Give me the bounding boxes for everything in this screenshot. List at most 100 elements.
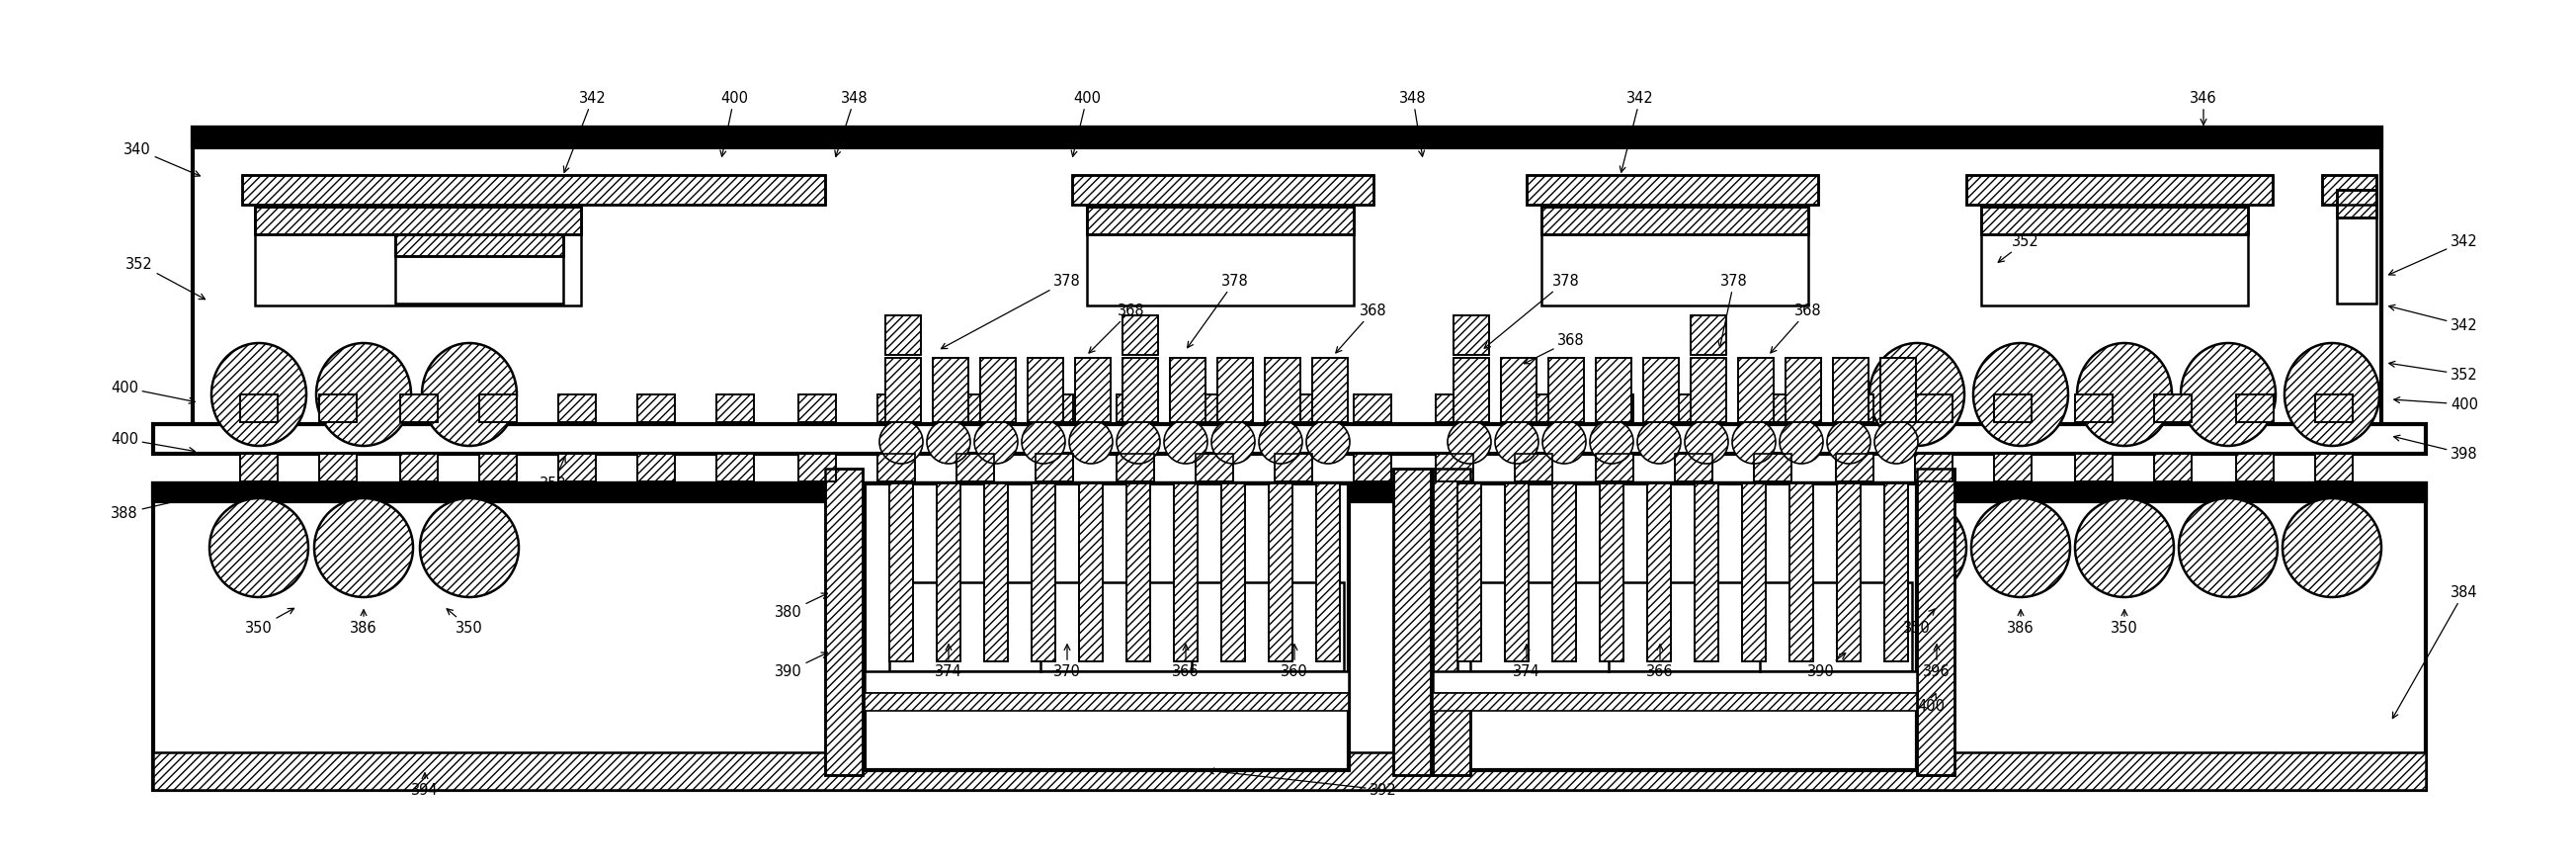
Bar (1837, 454, 1873, 482)
Bar (2076, 395, 2112, 423)
Text: 400: 400 (721, 91, 747, 157)
Bar (981, 358, 1015, 423)
Text: 374: 374 (935, 645, 963, 679)
Bar (889, 483, 912, 661)
Bar (716, 454, 755, 482)
Bar (394, 235, 564, 304)
Bar (933, 358, 969, 423)
Bar (1883, 483, 1909, 661)
Ellipse shape (878, 421, 922, 464)
Text: 378: 378 (1484, 274, 1579, 349)
Bar (1981, 207, 2249, 235)
Bar (399, 454, 438, 482)
Bar (1785, 358, 1821, 423)
Ellipse shape (1875, 421, 1919, 464)
Bar (1965, 176, 2272, 206)
Bar (1600, 483, 1623, 661)
Bar (1994, 395, 2032, 423)
Bar (1600, 483, 1623, 661)
Bar (878, 395, 914, 423)
Ellipse shape (1731, 421, 1775, 464)
Bar (1036, 395, 1074, 423)
Bar (1504, 483, 1528, 661)
Bar (1754, 454, 1790, 482)
Bar (559, 454, 595, 482)
Ellipse shape (1826, 421, 1870, 464)
Bar (1275, 454, 1311, 482)
Bar (799, 395, 837, 423)
Text: 396: 396 (1924, 645, 1950, 679)
Bar (1528, 176, 1819, 206)
Bar (1123, 358, 1159, 423)
Text: 340: 340 (124, 142, 201, 177)
Bar (956, 395, 994, 423)
Bar (1515, 454, 1553, 482)
Bar (1036, 395, 1074, 423)
Bar (1115, 395, 1154, 423)
Bar (240, 395, 278, 423)
Bar (933, 358, 969, 423)
Text: 342: 342 (2388, 306, 2478, 333)
Bar (1458, 483, 1481, 661)
Bar (242, 176, 824, 206)
Bar (319, 454, 355, 482)
Bar (938, 483, 961, 661)
Bar (1218, 358, 1252, 423)
Bar (1837, 454, 1873, 482)
Bar (1432, 469, 1471, 775)
Bar (866, 483, 1350, 770)
Ellipse shape (927, 421, 971, 464)
Bar (716, 454, 755, 482)
Bar (1914, 395, 1953, 423)
Bar (1739, 358, 1775, 423)
Ellipse shape (1868, 499, 1965, 597)
Bar (152, 483, 2427, 502)
Bar (1595, 358, 1631, 423)
Bar (1453, 358, 1489, 423)
Bar (1981, 207, 2249, 235)
Bar (2316, 454, 2352, 482)
Ellipse shape (1971, 499, 2071, 597)
Bar (1195, 395, 1234, 423)
Bar (559, 395, 595, 423)
Ellipse shape (1589, 421, 1633, 464)
Text: 386: 386 (350, 610, 376, 635)
Bar (1170, 358, 1206, 423)
Bar (1123, 358, 1159, 423)
Bar (2154, 395, 2192, 423)
Text: 342: 342 (564, 91, 605, 174)
Bar (1036, 454, 1074, 482)
Bar (1502, 358, 1535, 423)
Text: 392: 392 (1208, 768, 1396, 798)
Bar (886, 358, 920, 423)
Ellipse shape (974, 421, 1018, 464)
Text: 400: 400 (2393, 398, 2478, 412)
Bar (1123, 316, 1159, 356)
Bar (1595, 395, 1633, 423)
Ellipse shape (2282, 499, 2380, 597)
Bar (394, 235, 564, 257)
Bar (2236, 395, 2275, 423)
Bar (1195, 454, 1234, 482)
Bar (2076, 454, 2112, 482)
Bar (2321, 176, 2378, 206)
Bar (1540, 207, 1808, 235)
Bar (2316, 395, 2352, 423)
Bar (1674, 395, 1713, 423)
Bar (1028, 358, 1064, 423)
Bar (1674, 454, 1713, 482)
Ellipse shape (420, 499, 518, 597)
Text: 368: 368 (1525, 333, 1584, 365)
Bar (1994, 395, 2032, 423)
Bar (479, 395, 518, 423)
Text: 374: 374 (1512, 645, 1540, 679)
Text: 400: 400 (111, 432, 196, 454)
Bar (1435, 395, 1473, 423)
Bar (1394, 469, 1430, 775)
Text: 378: 378 (1188, 274, 1249, 348)
Bar (1754, 454, 1790, 482)
Bar (1540, 207, 1808, 306)
Bar (956, 454, 994, 482)
Bar (1355, 454, 1391, 482)
Text: 350: 350 (2110, 610, 2138, 635)
